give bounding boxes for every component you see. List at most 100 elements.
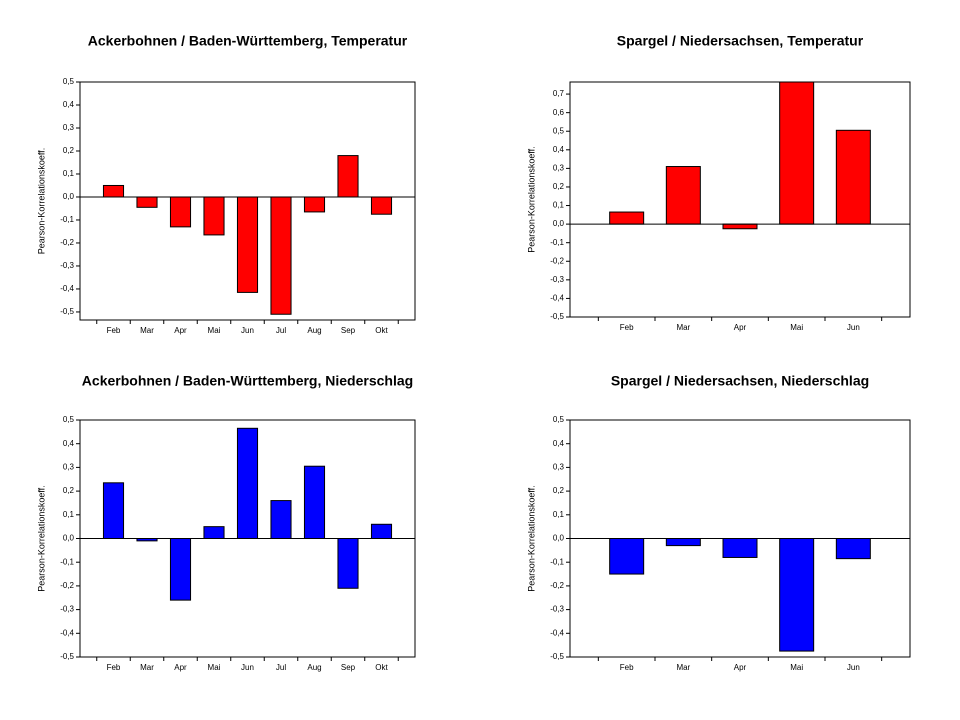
bar: [136, 196, 158, 208]
x-tick-label: Mar: [140, 663, 154, 672]
x-tick-label: Okt: [375, 663, 388, 672]
y-tick-label: -0,5: [60, 307, 74, 316]
x-tick-label: Mai: [208, 326, 221, 335]
y-tick-label: 0,3: [63, 463, 75, 472]
y-tick-label: -0,2: [60, 238, 74, 247]
y-tick-label: -0,4: [60, 628, 74, 637]
bar: [236, 427, 259, 540]
bar: [203, 526, 225, 540]
y-tick-label: 0,0: [553, 219, 565, 228]
y-axis-label: Pearson-Korrelationskoeff.: [526, 485, 536, 591]
y-tick-label: -0,3: [60, 605, 74, 614]
x-tick-label: Apr: [174, 663, 187, 672]
x-tick-label: Mai: [208, 663, 221, 672]
y-tick-label: -0,1: [550, 557, 564, 566]
x-tick-label: Jul: [276, 326, 286, 335]
y-tick-label: -0,1: [60, 557, 74, 566]
bar: [835, 538, 871, 560]
y-tick-label: -0,5: [550, 652, 564, 661]
chart-title: Ackerbohnen / Baden-Württemberg, Nieders…: [82, 373, 413, 389]
x-tick-label: Apr: [734, 323, 747, 332]
y-tick-label: 0,3: [553, 163, 565, 172]
x-tick-label: Jul: [276, 663, 286, 672]
bar: [337, 155, 359, 198]
x-tick-label: Feb: [620, 323, 634, 332]
bar: [102, 184, 125, 198]
y-tick-label: 0,1: [553, 201, 565, 210]
y-tick-label: 0,2: [553, 182, 565, 191]
y-tick-label: 0,4: [63, 100, 75, 109]
y-tick-label: 0,1: [63, 169, 75, 178]
y-tick-label: -0,2: [550, 256, 564, 265]
y-tick-label: 0,7: [553, 89, 565, 98]
y-tick-label: -0,5: [60, 652, 74, 661]
x-tick-label: Feb: [107, 326, 121, 335]
y-tick-label: -0,2: [60, 581, 74, 590]
x-tick-label: Jun: [241, 326, 254, 335]
bar: [722, 223, 758, 230]
x-tick-label: Aug: [307, 326, 321, 335]
y-tick-label: 0,5: [63, 77, 75, 86]
x-tick-label: Mar: [676, 663, 690, 672]
y-tick-label: 0,3: [63, 123, 75, 132]
y-tick-label: 0,4: [553, 439, 565, 448]
y-tick-label: 0,0: [63, 534, 75, 543]
x-tick-label: Sep: [341, 326, 356, 335]
bar: [370, 523, 393, 540]
y-tick-label: -0,2: [550, 581, 564, 590]
y-tick-label: 0,5: [63, 415, 75, 424]
y-tick-label: 0,1: [553, 510, 565, 519]
bar: [835, 129, 871, 225]
bar: [102, 482, 125, 539]
y-tick-label: -0,3: [550, 605, 564, 614]
x-tick-label: Aug: [307, 663, 321, 672]
y-axis-label: Pearson-Korrelationskoeff.: [36, 485, 46, 591]
chart-title: Ackerbohnen / Baden-Württemberg, Tempera…: [88, 33, 408, 49]
y-tick-label: -0,4: [550, 628, 564, 637]
y-tick-label: 0,5: [553, 126, 565, 135]
y-tick-label: 0,0: [63, 192, 75, 201]
x-tick-label: Mai: [790, 323, 803, 332]
x-tick-label: Feb: [107, 663, 121, 672]
bar: [236, 196, 259, 293]
y-tick-label: 0,4: [553, 145, 565, 154]
x-tick-label: Jun: [241, 663, 254, 672]
y-tick-label: 0,2: [63, 146, 75, 155]
bar: [270, 500, 292, 539]
bar: [303, 196, 326, 213]
bar: [303, 465, 326, 539]
bar: [169, 538, 192, 601]
bar: [337, 538, 359, 589]
y-tick-label: 0,0: [553, 534, 565, 543]
y-tick-label: -0,1: [550, 238, 564, 247]
x-tick-label: Jun: [847, 323, 860, 332]
x-tick-label: Apr: [174, 326, 187, 335]
y-tick-label: -0,3: [550, 275, 564, 284]
y-axis-label: Pearson-Korrelationskoeff.: [526, 146, 536, 252]
x-tick-label: Okt: [375, 326, 388, 335]
y-tick-label: 0,2: [63, 486, 75, 495]
x-tick-label: Sep: [341, 663, 356, 672]
x-tick-label: Apr: [734, 663, 747, 672]
y-axis-label: Pearson-Korrelationskoeff.: [36, 148, 46, 254]
y-tick-label: 0,1: [63, 510, 75, 519]
y-tick-label: -0,5: [550, 312, 564, 321]
y-tick-label: -0,4: [550, 294, 564, 303]
x-tick-label: Feb: [620, 663, 634, 672]
x-tick-label: Jun: [847, 663, 860, 672]
y-tick-label: -0,1: [60, 215, 74, 224]
y-tick-label: 0,4: [63, 439, 75, 448]
x-tick-label: Mar: [140, 326, 154, 335]
chart-title: Spargel / Niedersachsen, Temperatur: [617, 33, 864, 49]
x-tick-label: Mar: [676, 323, 690, 332]
bar: [779, 538, 815, 652]
bar: [665, 538, 701, 547]
bar: [370, 196, 393, 215]
bar: [722, 538, 758, 558]
chart-title: Spargel / Niedersachsen, Niederschlag: [611, 373, 869, 389]
bar: [609, 538, 645, 575]
bar: [665, 166, 701, 225]
bar: [609, 211, 645, 225]
y-tick-label: 0,6: [553, 108, 565, 117]
